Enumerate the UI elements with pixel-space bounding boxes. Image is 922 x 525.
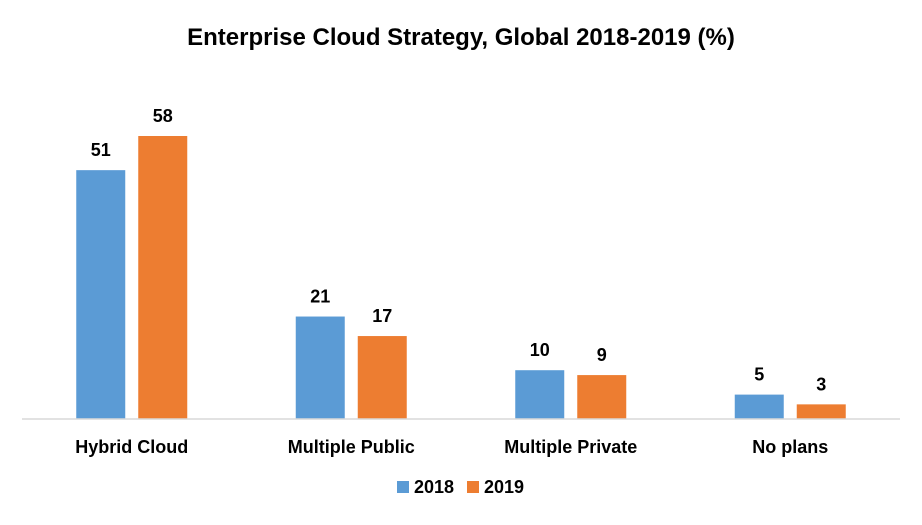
data-labels-layer: 51 58 21 17 10 9 5 3 (91, 106, 827, 394)
bar-multiple-private-2019 (577, 375, 627, 419)
bar-hybrid-cloud-2018 (76, 170, 126, 419)
data-label-no-plans-2019: 3 (816, 374, 826, 394)
data-label-multiple-private-2018: 10 (530, 340, 550, 360)
data-label-hybrid-cloud-2019: 58 (153, 106, 173, 126)
legend-swatch-2018 (397, 481, 409, 493)
data-label-no-plans-2018: 5 (754, 365, 764, 385)
category-label-multiple-public: Multiple Public (288, 437, 415, 457)
legend-swatch-2019 (467, 481, 479, 493)
category-label-hybrid-cloud: Hybrid Cloud (75, 437, 188, 457)
legend-label-2019: 2019 (484, 477, 524, 497)
category-label-no-plans: No plans (752, 437, 828, 457)
category-labels-layer: Hybrid Cloud Multiple Public Multiple Priv… (75, 437, 828, 457)
data-label-multiple-private-2019: 9 (597, 345, 607, 365)
bar-hybrid-cloud-2019 (138, 136, 188, 419)
data-label-multiple-public-2018: 21 (310, 287, 330, 307)
bar-no-plans-2019 (796, 404, 846, 419)
bar-no-plans-2018 (734, 394, 784, 419)
data-label-multiple-public-2019: 17 (372, 306, 392, 326)
category-label-multiple-private: Multiple Private (504, 437, 637, 457)
bar-multiple-public-2018 (295, 316, 345, 419)
legend-label-2018: 2018 (414, 477, 454, 497)
data-label-hybrid-cloud-2018: 51 (91, 140, 111, 160)
bar-multiple-public-2019 (357, 336, 407, 419)
bar-multiple-private-2018 (515, 370, 565, 419)
chart-title: Enterprise Cloud Strategy, Global 2018-2… (187, 24, 735, 51)
legend: 2018 2019 (397, 477, 524, 497)
bars-layer (76, 136, 846, 419)
